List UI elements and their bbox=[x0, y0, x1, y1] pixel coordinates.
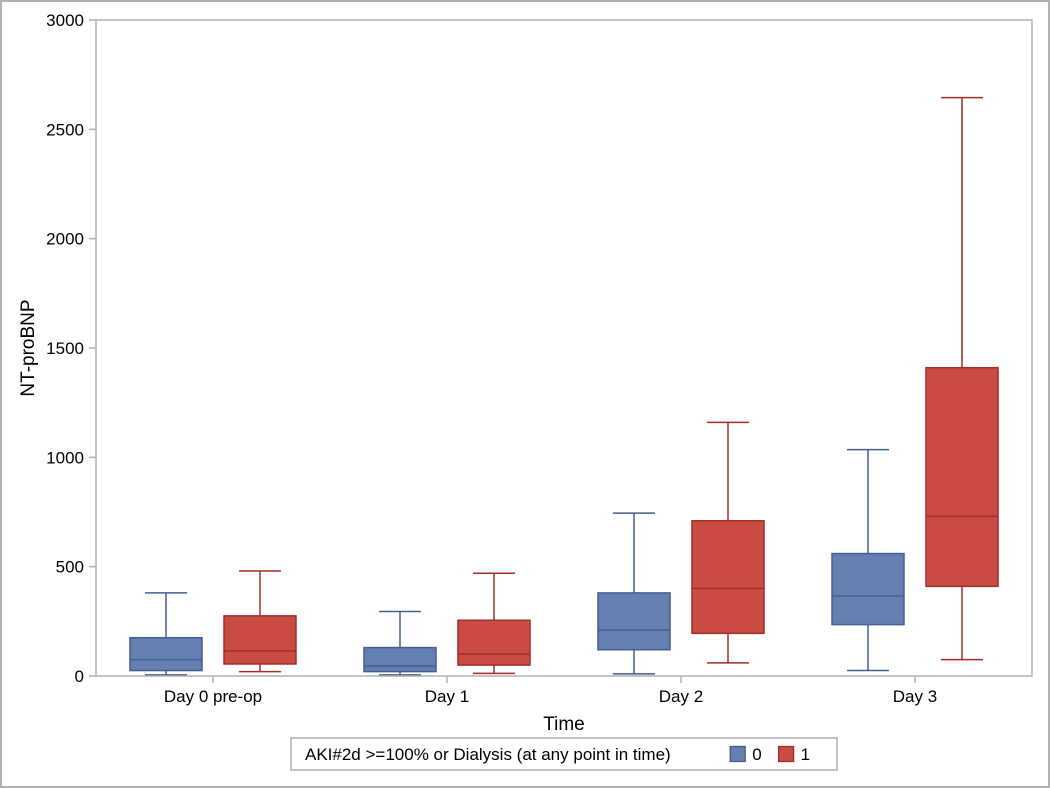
y-tick-label: 1500 bbox=[46, 339, 84, 358]
y-tick-label: 500 bbox=[56, 558, 84, 577]
y-axis-label: NT-proBNP bbox=[18, 299, 39, 396]
boxplot-box bbox=[364, 611, 436, 674]
boxplot-box bbox=[598, 513, 670, 674]
y-tick-label: 2000 bbox=[46, 230, 84, 249]
boxplot-chart: 0 500 1000 1500 2000 2500 3000 Day 0 pre-op Day … bbox=[2, 2, 1048, 786]
x-axis-label: Time bbox=[543, 714, 585, 735]
y-tick-label: 2500 bbox=[46, 120, 84, 139]
boxplot-box bbox=[458, 573, 530, 673]
y-tick-label: 3000 bbox=[46, 11, 84, 30]
legend-title: AKI#2d >=100% or Dialysis (at any point … bbox=[305, 745, 671, 764]
x-tick-label: Day 1 bbox=[425, 687, 469, 706]
boxplot-box bbox=[832, 450, 904, 671]
y-tick-label: 1000 bbox=[46, 448, 84, 467]
boxplot-box bbox=[224, 571, 296, 672]
x-tick-label: Day 3 bbox=[893, 687, 937, 706]
legend-item-label: 1 bbox=[801, 745, 810, 764]
boxplot-box bbox=[692, 422, 764, 663]
legend-swatch bbox=[779, 747, 794, 762]
boxplot-box bbox=[130, 593, 202, 675]
legend-swatch bbox=[730, 747, 745, 762]
x-tick-label: Day 2 bbox=[659, 687, 703, 706]
chart-container: 0 500 1000 1500 2000 2500 3000 Day 0 pre-op Day … bbox=[0, 0, 1050, 788]
legend: AKI#2d >=100% or Dialysis (at any point … bbox=[291, 738, 837, 770]
boxplot-box bbox=[926, 98, 998, 660]
legend-item-label: 0 bbox=[752, 745, 761, 764]
x-tick-label: Day 0 pre-op bbox=[164, 687, 262, 706]
y-tick-label: 0 bbox=[75, 667, 84, 686]
